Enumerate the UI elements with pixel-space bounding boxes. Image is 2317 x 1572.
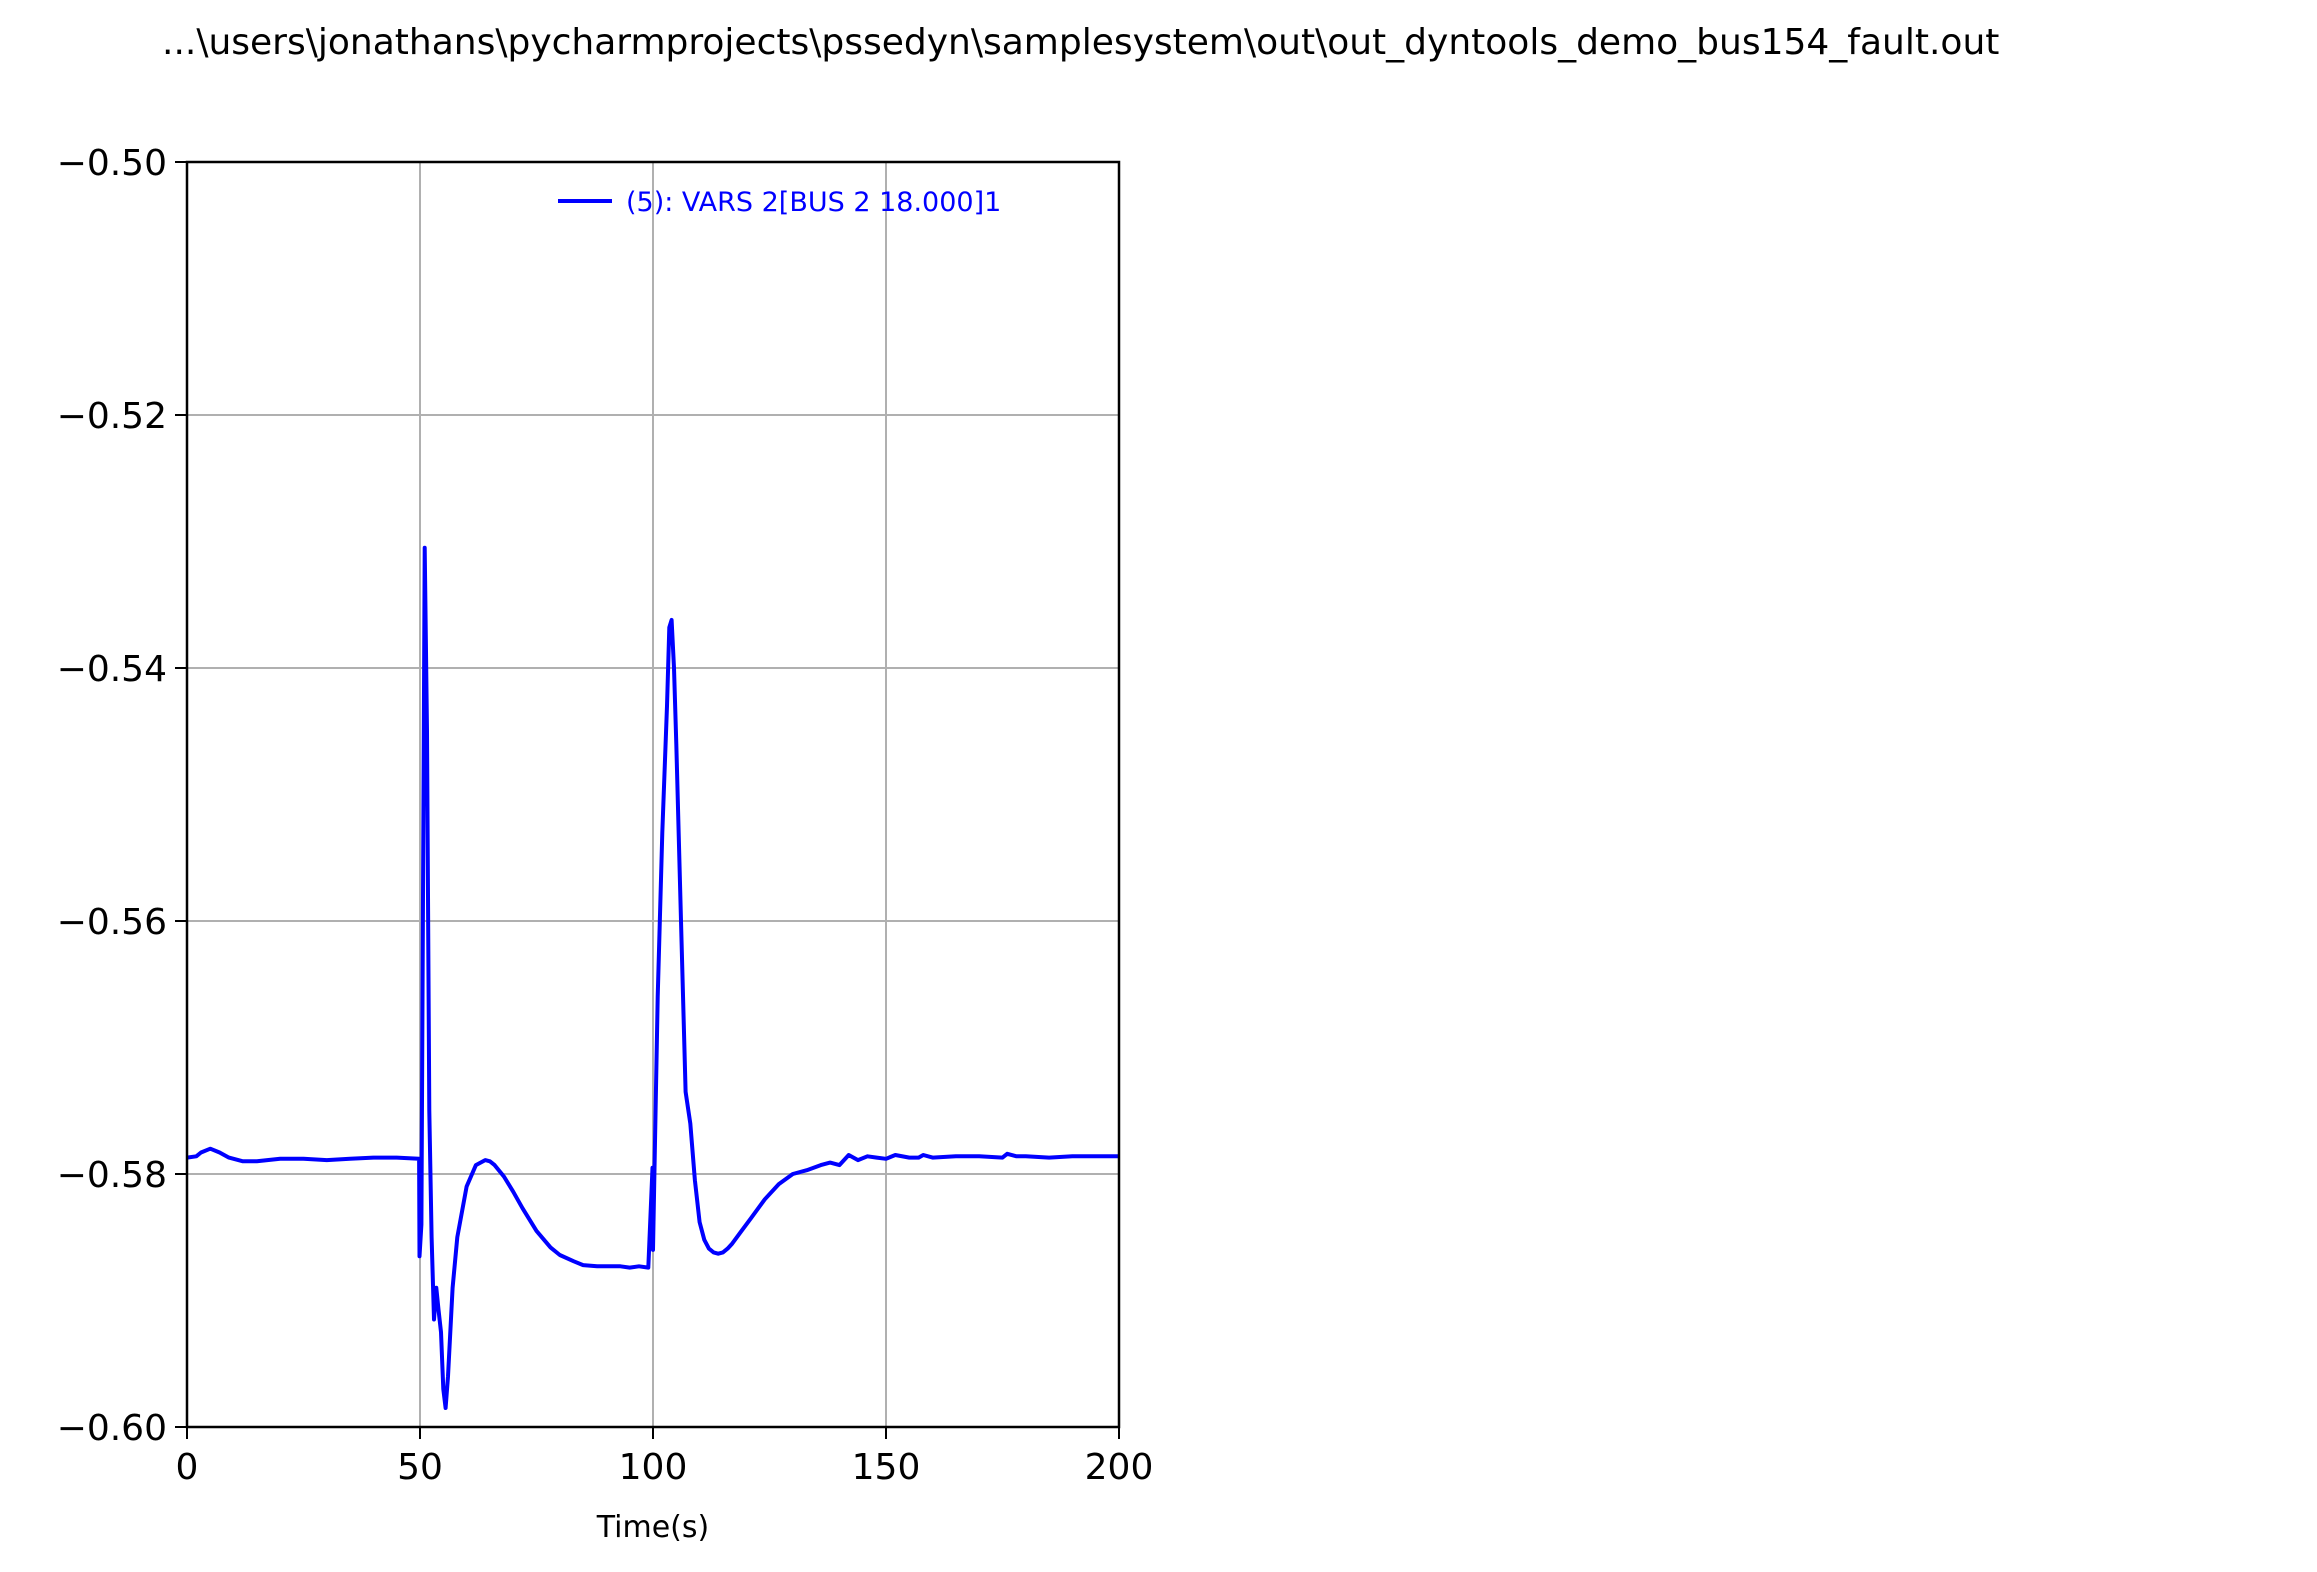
y-tick-label: −0.58 bbox=[57, 1155, 167, 1196]
x-tick-label: 50 bbox=[397, 1447, 443, 1488]
y-tick-label: −0.52 bbox=[57, 396, 167, 437]
series-layer bbox=[186, 545, 1119, 1410]
y-tick-label: −0.56 bbox=[57, 902, 167, 943]
series-line bbox=[186, 545, 1119, 1410]
legend: (5): VARS 2[BUS 2 18.000]1 bbox=[558, 187, 1001, 218]
legend-label: (5): VARS 2[BUS 2 18.000]1 bbox=[626, 187, 1001, 218]
x-tick-label: 0 bbox=[176, 1447, 199, 1488]
x-tick-label: 200 bbox=[1085, 1447, 1154, 1488]
x-axis-label: Time(s) bbox=[596, 1510, 709, 1545]
x-tick-label: 150 bbox=[852, 1447, 921, 1488]
x-tick-label: 100 bbox=[619, 1447, 688, 1488]
y-tick-label: −0.54 bbox=[57, 649, 167, 690]
y-tick-label: −0.50 bbox=[57, 143, 167, 184]
chart-title: ...\users\jonathans\pycharmprojects\psse… bbox=[162, 22, 2000, 63]
axis-ticks: 0 50 100 150 200 −0.60 −0.58 −0.56 −0.54 −0.52 −0.… bbox=[57, 143, 1154, 1488]
y-tick-label: −0.60 bbox=[57, 1408, 167, 1449]
